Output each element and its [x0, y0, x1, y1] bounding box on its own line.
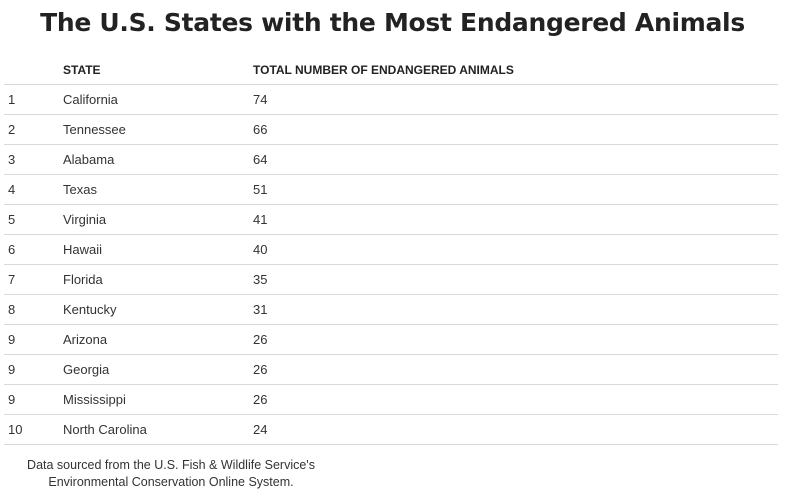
source-note-line-2: Environmental Conservation Online System… — [48, 475, 294, 489]
table-row: 2 Tennessee 66 — [4, 114, 778, 145]
total-cell: 31 — [253, 294, 778, 325]
table-row: 10 North Carolina 24 — [4, 414, 778, 445]
rank-cell: 4 — [4, 174, 63, 205]
state-cell: Alabama — [63, 144, 253, 175]
total-cell: 51 — [253, 174, 778, 205]
endangered-animals-table: STATE TOTAL NUMBER OF ENDANGERED ANIMALS… — [4, 56, 778, 445]
total-cell: 74 — [253, 84, 778, 115]
column-header-state: STATE — [63, 56, 253, 85]
table-row: 5 Virginia 41 — [4, 204, 778, 235]
state-cell: Hawaii — [63, 234, 253, 265]
column-header-rank — [4, 56, 63, 85]
total-cell: 26 — [253, 354, 778, 385]
rank-cell: 3 — [4, 144, 63, 175]
rank-cell: 8 — [4, 294, 63, 325]
total-cell: 35 — [253, 264, 778, 295]
table-row: 7 Florida 35 — [4, 264, 778, 295]
total-cell: 41 — [253, 204, 778, 235]
state-cell: Virginia — [63, 204, 253, 235]
state-cell: Florida — [63, 264, 253, 295]
state-cell: Kentucky — [63, 294, 253, 325]
rank-cell: 9 — [4, 324, 63, 355]
table-row: 4 Texas 51 — [4, 174, 778, 205]
rank-cell: 1 — [4, 84, 63, 115]
column-header-total: TOTAL NUMBER OF ENDANGERED ANIMALS — [253, 56, 778, 85]
total-cell: 26 — [253, 324, 778, 355]
state-cell: North Carolina — [63, 414, 253, 445]
table-row: 9 Mississippi 26 — [4, 384, 778, 415]
state-cell: Texas — [63, 174, 253, 205]
total-cell: 40 — [253, 234, 778, 265]
rank-cell: 10 — [4, 414, 63, 445]
table-body: 1 California 74 2 Tennessee 66 3 Alabama… — [4, 84, 778, 445]
rank-cell: 6 — [4, 234, 63, 265]
table-row: 6 Hawaii 40 — [4, 234, 778, 265]
state-cell: Georgia — [63, 354, 253, 385]
total-cell: 66 — [253, 114, 778, 145]
chart-title: The U.S. States with the Most Endangered… — [40, 8, 745, 37]
rank-cell: 9 — [4, 384, 63, 415]
rank-cell: 5 — [4, 204, 63, 235]
total-cell: 26 — [253, 384, 778, 415]
state-cell: Arizona — [63, 324, 253, 355]
state-cell: Mississippi — [63, 384, 253, 415]
table-row: 1 California 74 — [4, 84, 778, 115]
table-row: 9 Georgia 26 — [4, 354, 778, 385]
state-cell: Tennessee — [63, 114, 253, 145]
state-cell: California — [63, 84, 253, 115]
total-cell: 64 — [253, 144, 778, 175]
source-note: Data sourced from the U.S. Fish & Wildli… — [24, 457, 318, 491]
table-row: 8 Kentucky 31 — [4, 294, 778, 325]
table-row: 9 Arizona 26 — [4, 324, 778, 355]
rank-cell: 2 — [4, 114, 63, 145]
source-note-line-1: Data sourced from the U.S. Fish & Wildli… — [27, 458, 315, 472]
total-cell: 24 — [253, 414, 778, 445]
rank-cell: 7 — [4, 264, 63, 295]
table-header-row: STATE TOTAL NUMBER OF ENDANGERED ANIMALS — [4, 56, 778, 85]
table-row: 3 Alabama 64 — [4, 144, 778, 175]
rank-cell: 9 — [4, 354, 63, 385]
